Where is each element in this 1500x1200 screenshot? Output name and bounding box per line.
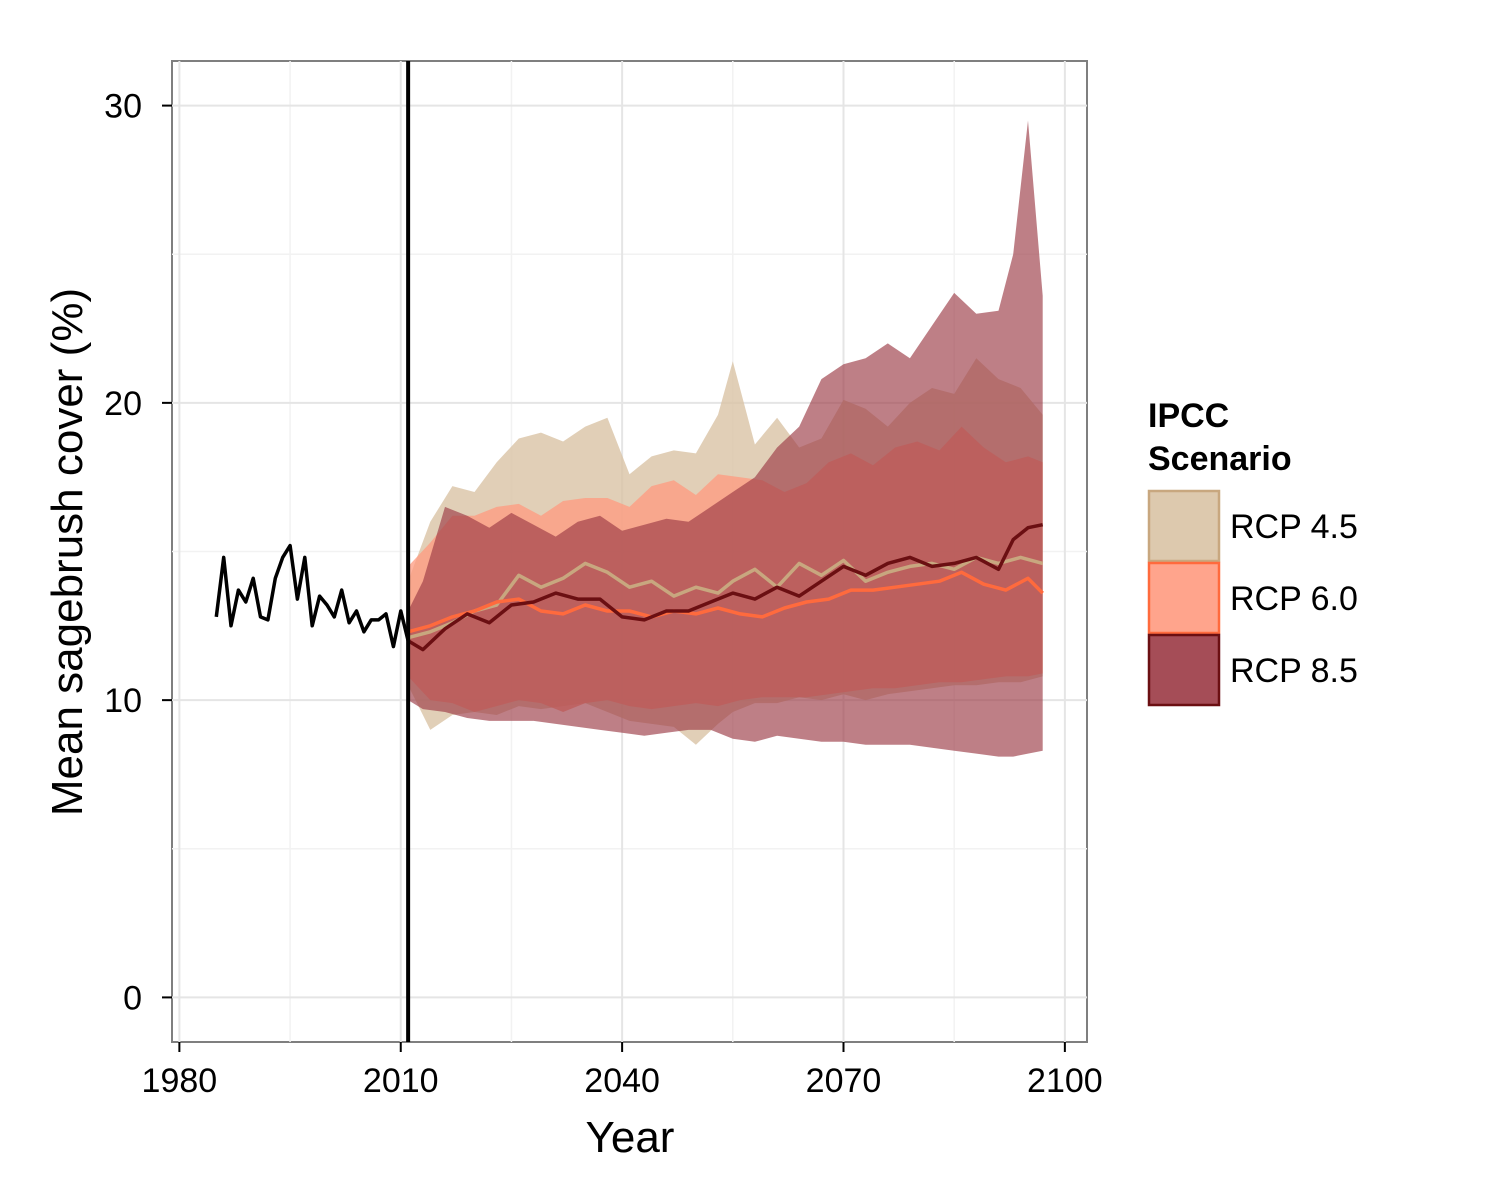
x-tick-label: 2040 <box>584 1062 660 1100</box>
legend-label: RCP 6.0 <box>1230 580 1358 618</box>
x-tick-label: 2100 <box>1027 1062 1103 1100</box>
legend-label: RCP 4.5 <box>1230 508 1358 546</box>
legend-swatch <box>1147 489 1221 563</box>
x-tick-label: 2010 <box>363 1062 439 1100</box>
legend-title-line-2: Scenario <box>1148 440 1292 478</box>
y-axis: 0 10 20 30 <box>104 88 172 1017</box>
x-axis: 1980 2010 2040 2070 2100 <box>142 1042 1103 1100</box>
y-tick-label: 10 <box>104 682 142 720</box>
legend-title-line-1: IPCC <box>1148 397 1229 435</box>
y-tick-label: 30 <box>104 88 142 126</box>
legend-swatch <box>1147 561 1221 635</box>
x-axis-title: Year <box>586 1113 675 1162</box>
legend-swatch <box>1147 633 1221 707</box>
line-rcp-6-0 <box>407 570 1044 634</box>
y-tick-label: 20 <box>104 385 142 423</box>
series-lines <box>214 522 1044 652</box>
y-axis-title: Mean sagebrush cover (%) <box>43 288 92 816</box>
legend: IPCC Scenario RCP 4.5 RCP 6.0 RCP 8.5 <box>1147 397 1358 707</box>
line-rcp-8-5 <box>407 522 1044 652</box>
y-tick-label: 0 <box>123 979 142 1017</box>
legend-label: RCP 8.5 <box>1230 652 1358 690</box>
x-tick-label: 2070 <box>806 1062 882 1100</box>
historical-line <box>214 543 410 649</box>
x-tick-label: 1980 <box>142 1062 218 1100</box>
